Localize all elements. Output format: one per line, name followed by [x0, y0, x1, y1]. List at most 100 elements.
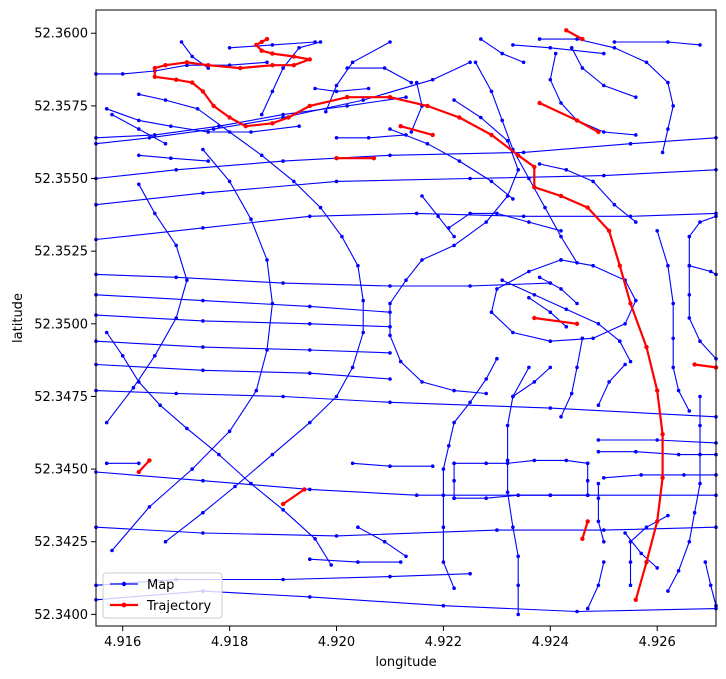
map-point-26-6 [516, 554, 520, 559]
map-point-6-4 [521, 214, 526, 219]
map-point-60-2 [591, 179, 595, 184]
map-point-19-1 [227, 179, 232, 184]
map-line-6 [95, 212, 717, 241]
map-point-19-2 [249, 217, 253, 221]
map-line-50 [346, 67, 412, 84]
map-point-35-1 [596, 496, 601, 501]
map-point-37-1 [628, 560, 633, 564]
map-point-20-5 [153, 354, 157, 358]
map-line-12 [95, 390, 717, 418]
map-point-26-3 [505, 458, 510, 463]
map-point-24-7 [511, 330, 515, 335]
map-point-22-4 [527, 176, 531, 181]
map-point-23-3 [596, 322, 601, 326]
map-point-4-4 [521, 150, 526, 155]
trajectory-point-0-35 [617, 263, 622, 268]
map-point-18-5 [217, 452, 221, 457]
map-point-20-0 [137, 182, 141, 187]
map-point-39-6 [655, 229, 659, 233]
map-point-19-6 [254, 388, 259, 393]
trajectory-point-0-40 [660, 475, 665, 480]
y-tick-label-3: 52.3475 [34, 390, 88, 405]
trajectory-line-8 [693, 363, 718, 369]
map-point-17-13 [308, 420, 312, 425]
trajectory-point-5-0 [302, 487, 307, 492]
map-point-38-1 [639, 551, 643, 556]
trajectory-point-0-22 [286, 115, 291, 120]
map-point-32-0 [596, 403, 601, 408]
map-point-49-2 [409, 130, 414, 134]
map-point-3-4 [361, 98, 366, 102]
map-point-18-1 [120, 354, 125, 358]
map-point-21-9 [388, 301, 392, 306]
map-point-38-2 [655, 566, 659, 570]
y-tick-label-1: 52.3425 [34, 535, 88, 550]
map-point-22-2 [500, 118, 505, 123]
map-point-43-3 [644, 60, 649, 65]
map-point-13-2 [308, 487, 312, 492]
map-line-8 [95, 294, 391, 313]
map-line-42 [667, 395, 701, 592]
trajectory-series-layer [136, 28, 719, 602]
map-point-22-5 [543, 205, 547, 210]
trajectory-point-7-0 [585, 519, 590, 524]
map-point-21-7 [420, 258, 424, 262]
y-tick-label-4: 52.3500 [34, 317, 88, 332]
map-point-20-1 [153, 211, 157, 216]
map-point-23-4 [618, 339, 622, 344]
map-point-37-3 [644, 525, 649, 529]
map-point-29-0 [452, 461, 456, 466]
map-point-46-1 [548, 46, 553, 50]
map-point-44-0 [569, 46, 574, 50]
map-point-44-1 [580, 66, 585, 70]
map-line-26 [507, 366, 530, 615]
map-point-42-5 [687, 539, 692, 544]
map-line-47 [613, 41, 701, 46]
trajectory-point-0-15 [174, 77, 179, 82]
map-point-65-1 [532, 380, 537, 384]
map-point-18-3 [158, 403, 162, 408]
map-point-38-0 [623, 531, 627, 535]
trajectory-point-0-25 [387, 95, 393, 100]
map-point-19-9 [147, 505, 152, 509]
map-line-5 [95, 169, 717, 206]
map-point-7-1 [174, 275, 178, 280]
map-point-1-0 [104, 107, 109, 111]
map-point-19-3 [265, 258, 269, 262]
map-point-63-2 [527, 295, 531, 300]
map-point-7-3 [388, 284, 392, 288]
map-point-10-1 [201, 345, 205, 349]
trajectory-point-0-32 [558, 193, 564, 199]
map-point-43-1 [575, 37, 579, 41]
map-point-51-1 [334, 89, 339, 94]
map-point-16-4 [468, 571, 472, 576]
map-point-18-6 [249, 481, 253, 486]
map-point-53-1 [270, 89, 275, 94]
trajectory-point-6-0 [136, 469, 141, 475]
trajectory-point-0-16 [190, 80, 195, 85]
map-point-12-2 [281, 394, 285, 399]
trajectory-point-2-1 [430, 132, 435, 138]
map-point-36-0 [602, 476, 606, 480]
map-point-45-0 [553, 51, 558, 56]
map-point-20-7 [104, 420, 109, 425]
map-point-44-3 [634, 95, 638, 99]
map-point-25-0 [495, 356, 499, 361]
map-point-2-4 [345, 104, 350, 108]
map-point-52-0 [324, 109, 328, 114]
map-line-68 [309, 558, 402, 563]
map-line-35 [597, 483, 605, 543]
map-point-33-1 [655, 438, 659, 442]
map-point-0-1 [120, 72, 125, 76]
trajectory-point-4-0 [532, 315, 537, 321]
map-point-42-3 [698, 481, 702, 486]
trajectory-point-0-11 [184, 60, 190, 65]
map-point-31-0 [559, 415, 563, 419]
map-line-13 [95, 471, 717, 496]
map-line-18 [106, 331, 332, 566]
map-point-25-5 [441, 467, 446, 471]
map-point-21-6 [452, 243, 456, 248]
map-point-18-0 [104, 330, 109, 335]
trajectory-point-0-12 [163, 62, 168, 68]
